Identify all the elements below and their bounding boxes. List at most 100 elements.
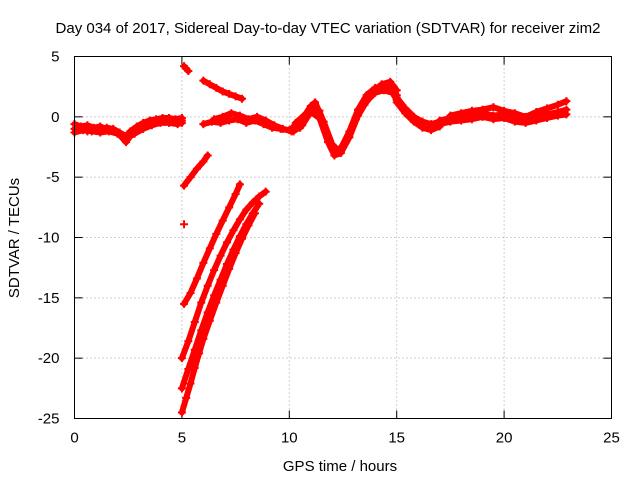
data-point [225,264,234,273]
data-point [553,111,562,120]
data-point [184,337,193,346]
y-tick-label: -25 [38,411,60,428]
data-point [532,116,541,125]
data-point [261,187,270,196]
x-tick-label: 10 [281,430,298,447]
data-point [212,298,221,307]
data-point [330,151,339,160]
data-point [231,190,240,199]
data-point [186,379,195,388]
data-point [510,109,519,118]
series-recovery-deep-a [177,187,270,363]
data-point [255,199,264,208]
data-point [377,80,386,89]
data-point [435,120,444,129]
data-point [500,114,509,123]
data-point [113,129,122,138]
data-point [195,349,204,358]
data-point [218,216,227,225]
data-point [156,118,165,127]
data-point [235,215,244,224]
data-point [489,103,498,112]
data-point [562,110,571,119]
x-tick-label: 25 [603,430,620,447]
data-point [199,334,208,343]
data-point [182,393,191,402]
data-point [562,97,571,106]
data-point [401,109,410,118]
data-point [311,98,320,107]
data-point [521,112,530,121]
data-point [457,116,466,125]
tick-layer: 0 5 10 15 20 25 5 0 -5 -10 -15 -20 -25 [38,49,620,447]
chart-title: Day 034 of 2017, Sidereal Day-to-day VTE… [56,20,601,37]
data-point [244,221,253,230]
data-point [216,251,225,260]
data-point [199,258,208,267]
series-recovery-long [180,180,244,308]
data-point [87,127,96,136]
data-point [180,299,189,308]
data-point [225,203,234,212]
data-point [139,124,148,133]
data-point [392,98,401,107]
data-point [543,114,552,123]
data-point [205,80,214,89]
data-point [409,117,418,126]
data-point [467,106,476,115]
series-recovery-short [180,151,212,190]
x-axis-label: GPS time / hours [283,458,397,475]
series-post-gap-short [180,62,193,75]
y-tick-label: 5 [51,49,59,66]
data-point [261,116,270,125]
data-point [223,238,232,247]
data-point [510,117,519,126]
data-point [147,121,156,130]
data-point [203,281,212,290]
data-point [186,289,195,298]
data-point [203,151,212,160]
data-point [229,226,238,235]
series-isolated-point [180,220,189,229]
data-point [446,111,455,120]
data-point [291,118,300,127]
data-point [104,127,113,136]
data-point [351,115,360,124]
data-point [270,121,279,130]
data-point [186,173,195,182]
data-point [386,77,395,86]
data-point [130,129,139,138]
data-point [180,220,189,229]
data-point [532,108,541,117]
data-point [238,94,247,103]
data-point [197,298,206,307]
y-tick-label: -5 [46,169,59,186]
data-point [218,112,227,121]
data-point [379,86,388,95]
data-point [218,87,227,96]
data-point [192,274,201,283]
data-point [302,109,311,118]
series-recovery-deepest [177,209,259,417]
data-point [235,180,244,189]
data-point [424,123,433,132]
data-point [255,192,264,201]
y-tick-label: 0 [51,109,59,126]
series-late-arc-b [424,110,571,132]
data-point [289,127,298,136]
data-point [298,121,307,130]
y-tick-label: -10 [38,230,60,247]
x-tick-label: 20 [496,430,513,447]
data-point [457,109,466,118]
data-point [177,354,186,363]
data-point [553,100,562,109]
data-point [235,111,244,120]
data-point [210,266,219,275]
data-point [328,140,337,149]
data-point [248,198,257,207]
data-point [190,363,199,372]
data-point [238,234,247,243]
data-point [543,104,552,113]
data-point [250,209,259,218]
